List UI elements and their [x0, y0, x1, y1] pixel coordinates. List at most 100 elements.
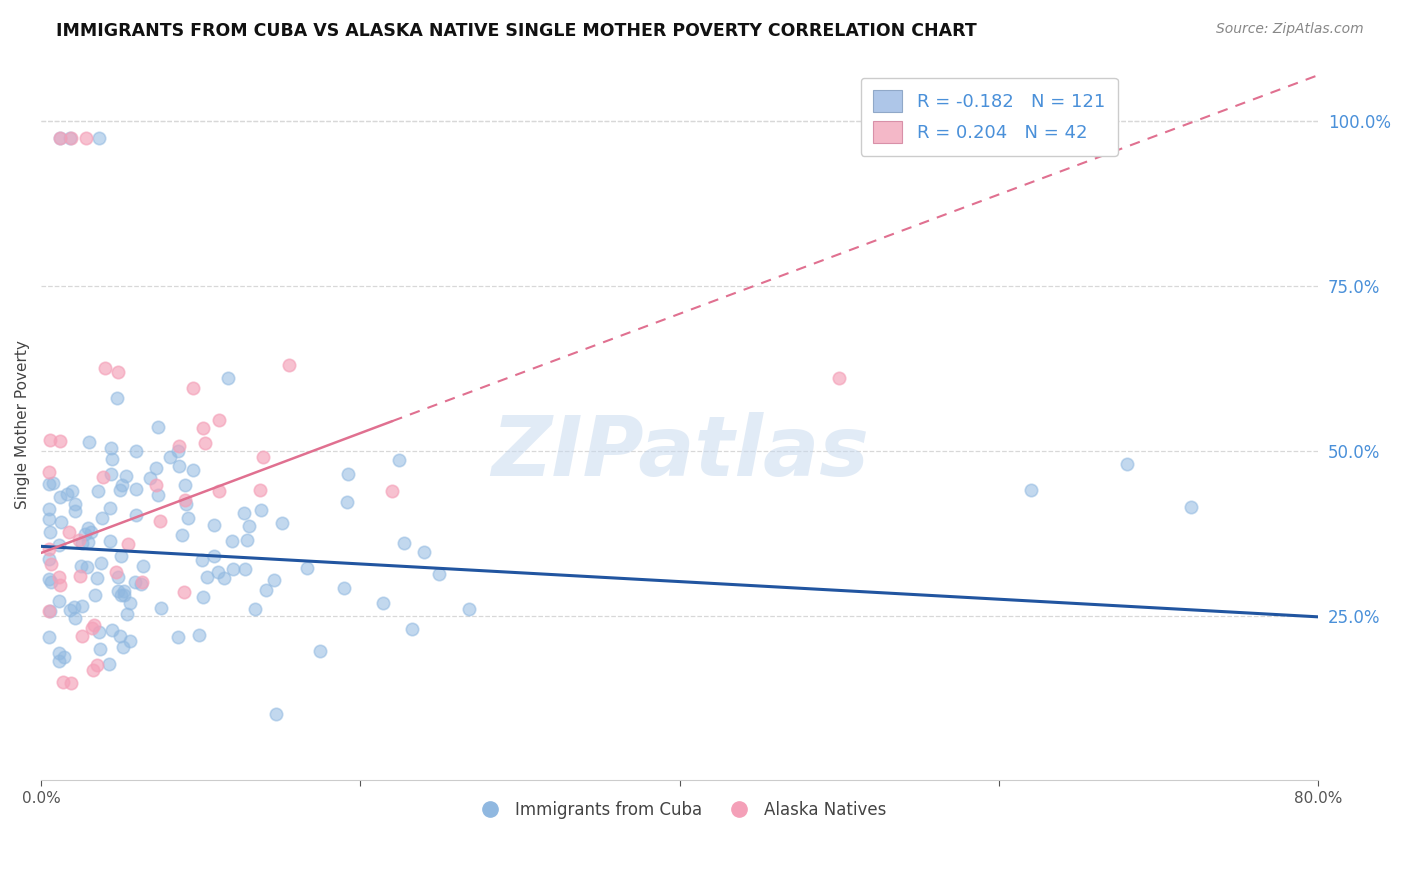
- Immigrants from Cuba: [336, 495, 359, 509]
- Immigrants from Cuba: [159, 450, 181, 464]
- Immigrants from Cuba: [39, 525, 62, 540]
- Immigrants from Cuba: [42, 475, 65, 490]
- Immigrants from Cuba: [138, 470, 160, 484]
- Immigrants from Cuba: [148, 420, 170, 434]
- Immigrants from Cuba: [115, 469, 138, 483]
- Alaska Natives: [80, 622, 103, 636]
- Alaska Natives: [86, 657, 108, 672]
- Alaska Natives: [49, 130, 72, 145]
- Alaska Natives: [828, 371, 851, 385]
- Immigrants from Cuba: [145, 460, 167, 475]
- Immigrants from Cuba: [266, 706, 288, 721]
- Immigrants from Cuba: [263, 574, 285, 588]
- Immigrants from Cuba: [297, 561, 319, 575]
- Alaska Natives: [194, 435, 217, 450]
- Immigrants from Cuba: [131, 558, 153, 573]
- Immigrants from Cuba: [118, 595, 141, 609]
- Immigrants from Cuba: [337, 467, 360, 481]
- Immigrants from Cuba: [124, 575, 146, 590]
- Immigrants from Cuba: [107, 570, 129, 584]
- Alaska Natives: [207, 413, 229, 427]
- Immigrants from Cuba: [221, 534, 243, 549]
- Immigrants from Cuba: [181, 463, 204, 477]
- Alaska Natives: [49, 578, 72, 592]
- Immigrants from Cuba: [55, 486, 77, 500]
- Immigrants from Cuba: [91, 510, 114, 524]
- Immigrants from Cuba: [86, 484, 108, 499]
- Immigrants from Cuba: [77, 434, 100, 449]
- Immigrants from Cuba: [48, 646, 70, 660]
- Immigrants from Cuba: [63, 611, 86, 625]
- Immigrants from Cuba: [86, 571, 108, 585]
- Immigrants from Cuba: [107, 584, 129, 599]
- Alaska Natives: [38, 433, 60, 447]
- Immigrants from Cuba: [125, 443, 148, 458]
- Alaska Natives: [75, 130, 97, 145]
- Immigrants from Cuba: [70, 558, 93, 573]
- Immigrants from Cuba: [401, 623, 423, 637]
- Immigrants from Cuba: [63, 504, 86, 518]
- Alaska Natives: [173, 492, 195, 507]
- Alaska Natives: [70, 629, 93, 643]
- Immigrants from Cuba: [51, 516, 73, 530]
- Immigrants from Cuba: [98, 657, 121, 671]
- Alaska Natives: [181, 381, 204, 395]
- Immigrants from Cuba: [38, 501, 60, 516]
- Immigrants from Cuba: [101, 451, 124, 466]
- Text: ZIPatlas: ZIPatlas: [491, 412, 869, 493]
- Immigrants from Cuba: [167, 630, 190, 644]
- Alaska Natives: [67, 533, 90, 547]
- Immigrants from Cuba: [90, 556, 112, 570]
- Immigrants from Cuba: [458, 601, 481, 615]
- Immigrants from Cuba: [39, 574, 62, 589]
- Immigrants from Cuba: [53, 650, 76, 665]
- Immigrants from Cuba: [38, 604, 60, 618]
- Immigrants from Cuba: [271, 516, 294, 530]
- Immigrants from Cuba: [110, 549, 132, 564]
- Alaska Natives: [117, 537, 139, 551]
- Alaska Natives: [173, 585, 195, 599]
- Immigrants from Cuba: [49, 130, 72, 145]
- Alaska Natives: [169, 438, 191, 452]
- Immigrants from Cuba: [48, 538, 70, 552]
- Immigrants from Cuba: [89, 625, 111, 640]
- Alaska Natives: [39, 557, 62, 571]
- Immigrants from Cuba: [387, 453, 409, 467]
- Immigrants from Cuba: [413, 544, 436, 558]
- Immigrants from Cuba: [112, 588, 135, 602]
- Immigrants from Cuba: [167, 443, 190, 458]
- Immigrants from Cuba: [108, 483, 131, 497]
- Immigrants from Cuba: [38, 630, 60, 644]
- Immigrants from Cuba: [173, 478, 195, 492]
- Alaska Natives: [48, 570, 70, 584]
- Immigrants from Cuba: [193, 590, 215, 604]
- Immigrants from Cuba: [243, 602, 266, 616]
- Legend: Immigrants from Cuba, Alaska Natives: Immigrants from Cuba, Alaska Natives: [467, 794, 893, 825]
- Immigrants from Cuba: [202, 518, 225, 533]
- Immigrants from Cuba: [89, 642, 111, 657]
- Immigrants from Cuba: [254, 582, 277, 597]
- Alaska Natives: [49, 434, 72, 449]
- Immigrants from Cuba: [110, 588, 132, 602]
- Alaska Natives: [38, 604, 60, 618]
- Immigrants from Cuba: [129, 577, 152, 591]
- Alaska Natives: [381, 483, 404, 498]
- Alaska Natives: [131, 574, 153, 589]
- Immigrants from Cuba: [1115, 457, 1137, 471]
- Immigrants from Cuba: [176, 498, 198, 512]
- Alaska Natives: [107, 365, 129, 379]
- Immigrants from Cuba: [332, 581, 354, 595]
- Immigrants from Cuba: [108, 629, 131, 643]
- Text: Source: ZipAtlas.com: Source: ZipAtlas.com: [1216, 22, 1364, 37]
- Immigrants from Cuba: [207, 565, 229, 579]
- Immigrants from Cuba: [77, 535, 100, 549]
- Immigrants from Cuba: [233, 506, 256, 520]
- Immigrants from Cuba: [100, 442, 122, 456]
- Immigrants from Cuba: [72, 536, 94, 550]
- Alaska Natives: [105, 565, 128, 579]
- Alaska Natives: [91, 469, 114, 483]
- Immigrants from Cuba: [48, 654, 70, 668]
- Immigrants from Cuba: [87, 130, 110, 145]
- Alaska Natives: [58, 524, 80, 539]
- Immigrants from Cuba: [212, 571, 235, 585]
